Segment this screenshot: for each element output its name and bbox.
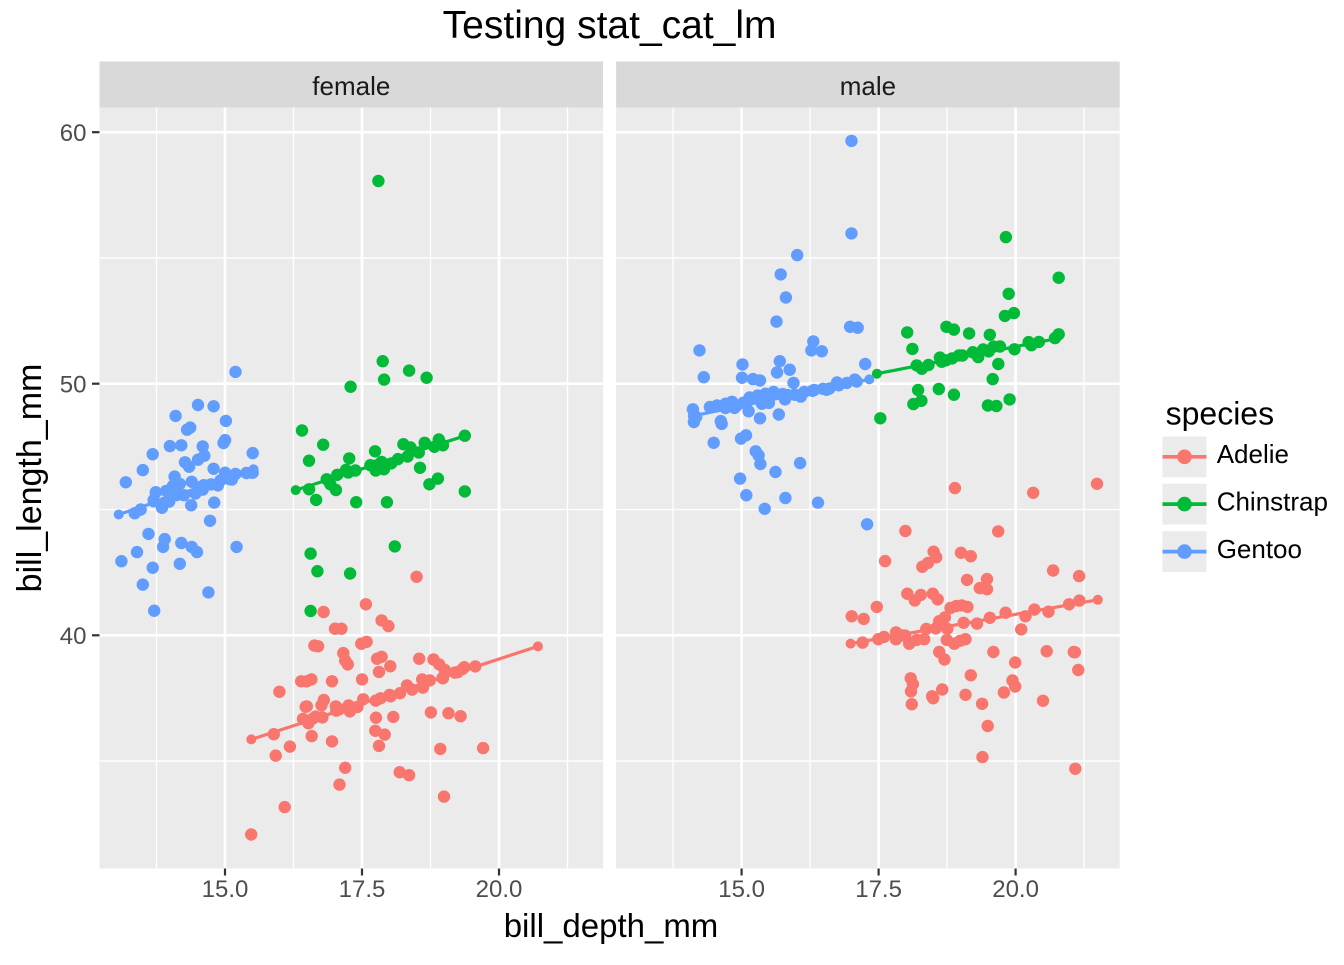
- svg-text:Gentoo: Gentoo: [1217, 534, 1302, 564]
- svg-text:60: 60: [60, 120, 87, 147]
- svg-text:Adelie: Adelie: [1217, 439, 1289, 469]
- svg-text:Chinstrap: Chinstrap: [1217, 486, 1328, 516]
- svg-text:15.0: 15.0: [202, 876, 249, 903]
- svg-text:species: species: [1166, 396, 1275, 432]
- svg-text:40: 40: [60, 623, 87, 650]
- svg-text:20.0: 20.0: [476, 876, 523, 903]
- svg-text:15.0: 15.0: [718, 876, 765, 903]
- svg-text:bill_depth_mm: bill_depth_mm: [504, 907, 719, 944]
- svg-text:17.5: 17.5: [339, 876, 386, 903]
- svg-text:50: 50: [60, 371, 87, 398]
- svg-text:male: male: [840, 71, 896, 101]
- svg-text:Testing stat_cat_lm: Testing stat_cat_lm: [443, 4, 777, 47]
- svg-text:female: female: [312, 71, 390, 101]
- svg-text:20.0: 20.0: [992, 876, 1039, 903]
- svg-text:bill_length_mm: bill_length_mm: [11, 364, 49, 593]
- svg-text:17.5: 17.5: [855, 876, 902, 903]
